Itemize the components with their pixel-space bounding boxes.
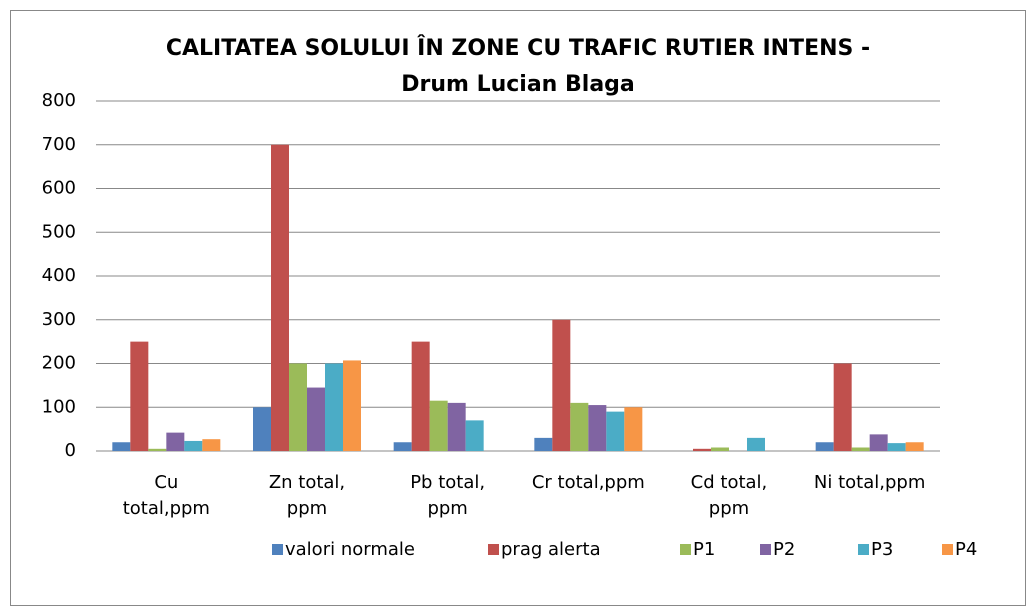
bar xyxy=(624,407,643,451)
bar xyxy=(130,341,149,451)
legend-swatch xyxy=(858,544,869,555)
y-tick-label: 0 xyxy=(65,440,76,461)
x-tick-label: Zn total, ppm xyxy=(268,472,346,519)
bar xyxy=(112,442,131,451)
legend-label: P4 xyxy=(955,539,977,560)
bar xyxy=(307,387,325,451)
bar xyxy=(534,437,553,451)
legend-label: P1 xyxy=(693,539,715,560)
legend-label: valori normale xyxy=(285,539,415,560)
bar xyxy=(887,443,906,451)
legend-swatch xyxy=(272,544,283,555)
bar xyxy=(570,402,589,451)
chart-title: CALITATEA SOLULUI ÎN ZONE CU TRAFIC RUTI… xyxy=(165,36,871,97)
bar xyxy=(253,407,271,451)
bar xyxy=(606,411,625,451)
x-tick-label: Ni total,ppm xyxy=(813,472,926,493)
bar xyxy=(588,405,607,451)
bar xyxy=(693,448,711,451)
legend-swatch xyxy=(488,544,499,555)
legend-label: P3 xyxy=(871,539,893,560)
bar xyxy=(869,434,888,451)
x-tick-label: Cu total,ppm xyxy=(122,472,210,519)
chart-border xyxy=(10,10,1026,606)
bar xyxy=(202,439,221,451)
bar xyxy=(343,360,361,451)
bar xyxy=(465,420,484,451)
y-tick-label: 800 xyxy=(42,90,76,111)
legend-label: prag alerta xyxy=(501,539,601,560)
y-tick-label: 100 xyxy=(42,396,76,417)
bar xyxy=(711,447,729,451)
legend-swatch xyxy=(680,544,691,555)
y-tick-label: 700 xyxy=(42,134,76,155)
legend-label: P2 xyxy=(773,539,795,560)
legend-swatch xyxy=(942,544,953,555)
legend-swatch xyxy=(760,544,771,555)
y-tick-label: 400 xyxy=(42,265,76,286)
bar xyxy=(833,363,852,451)
bar xyxy=(905,442,924,451)
y-tick-label: 200 xyxy=(42,353,76,374)
bar xyxy=(747,437,765,451)
bar xyxy=(289,363,307,451)
bar xyxy=(393,442,412,451)
bar xyxy=(429,400,448,451)
bar xyxy=(851,447,870,451)
y-tick-label: 600 xyxy=(42,178,76,199)
bar xyxy=(552,319,571,451)
bar xyxy=(184,440,203,451)
bar xyxy=(411,341,430,451)
bar xyxy=(166,432,185,451)
x-tick-label: Cr total,ppm xyxy=(531,472,645,493)
x-tick-label: Cd total, ppm xyxy=(690,472,768,519)
bar xyxy=(815,442,834,451)
x-tick-label: Pb total, ppm xyxy=(410,472,486,519)
bar xyxy=(148,448,167,451)
y-tick-label: 500 xyxy=(42,221,76,242)
bar xyxy=(447,402,466,451)
bar xyxy=(325,363,343,451)
y-tick-label: 300 xyxy=(42,309,76,330)
bar xyxy=(271,144,289,451)
